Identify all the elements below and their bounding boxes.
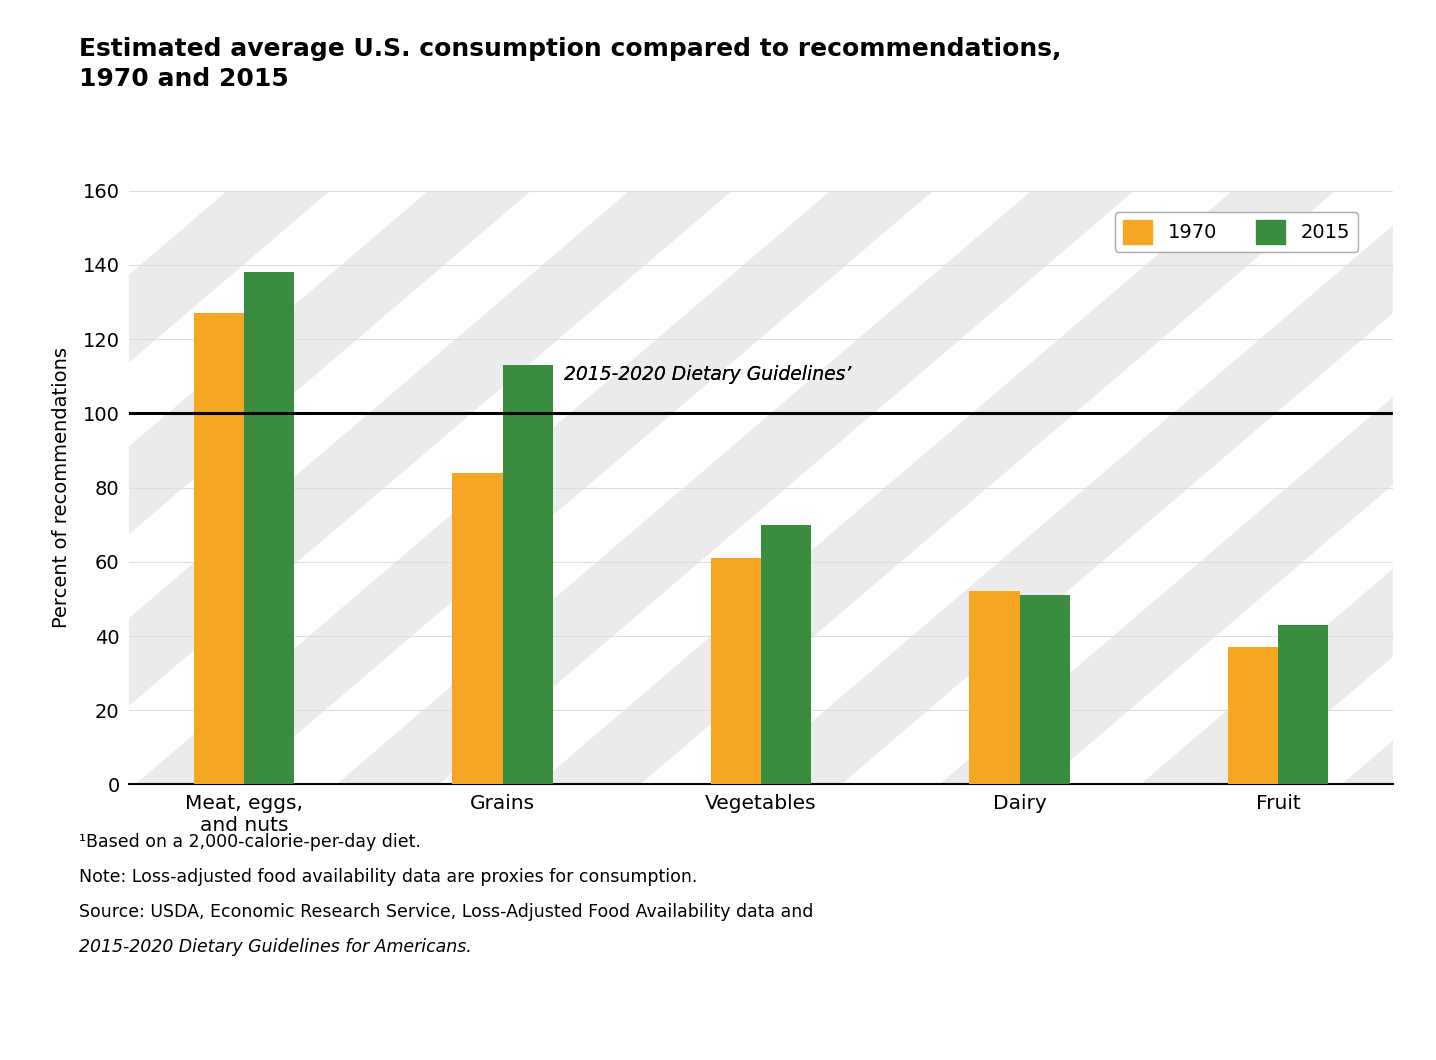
Polygon shape [538,191,1334,784]
Polygon shape [740,191,1436,784]
Bar [1278,625,1328,784]
Polygon shape [136,191,932,784]
Bar [194,314,244,784]
Text: Source: USDA, Economic Research Service, Loss-Adjusted Food Availability data an: Source: USDA, Economic Research Service,… [79,903,813,921]
Bar [1020,596,1070,784]
Legend: 1970, 2015: 1970, 2015 [1116,212,1358,251]
Y-axis label: Percent of recommendations: Percent of recommendations [52,347,72,629]
Polygon shape [1343,191,1436,784]
Text: 2015-2020 Dietary Guidelines’: 2015-2020 Dietary Guidelines’ [563,365,852,384]
Text: Estimated average U.S. consumption compared to recommendations,
1970 and 2015: Estimated average U.S. consumption compa… [79,37,1061,91]
Bar [1228,647,1278,784]
Bar [452,473,503,784]
Text: Note: Loss-adjusted food availability data are proxies for consumption.: Note: Loss-adjusted food availability da… [79,868,698,886]
Polygon shape [0,191,530,784]
Polygon shape [0,191,731,784]
Bar [761,525,811,784]
Text: ¹Based on a 2,000-calorie-per-day diet.: ¹Based on a 2,000-calorie-per-day diet. [79,833,421,851]
Polygon shape [337,191,1133,784]
Text: 2015-2020 Dietary Guidelines’: 2015-2020 Dietary Guidelines’ [563,365,852,384]
Polygon shape [0,191,128,784]
Polygon shape [941,191,1436,784]
Bar [969,591,1020,784]
Bar [711,558,761,784]
Bar [244,272,294,784]
Bar [503,365,553,784]
Polygon shape [1142,191,1436,784]
Polygon shape [0,191,329,784]
Text: 2015-2020 Dietary Guidelines for Americans.: 2015-2020 Dietary Guidelines for America… [79,938,472,956]
